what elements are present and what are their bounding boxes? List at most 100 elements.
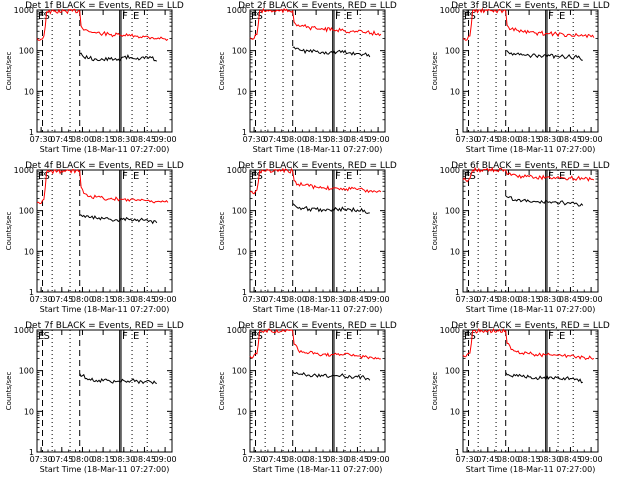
x-tick-label: 07:45 [263, 455, 286, 464]
y-axis-label: Counts/sec [5, 52, 13, 91]
x-tick-label: 08:15 [92, 455, 115, 464]
series-line-events [505, 50, 583, 61]
y-axis-label: Counts/sec [5, 372, 13, 411]
x-tick-label: 07:45 [476, 135, 499, 144]
series-line-events [292, 371, 371, 381]
x-tick-label: 08:00 [71, 135, 94, 144]
series-line-events [79, 214, 158, 225]
x-tick-label: 07:45 [50, 455, 73, 464]
plot-frame [249, 169, 386, 293]
y-tick-label: 1000 [14, 6, 34, 15]
chart-title: Det 8f BLACK = Events, RED = LLD [238, 321, 397, 331]
chart-panel: Det 5f BLACK = Events, RED = LLD 1 10 100 10… [218, 161, 397, 314]
event-marker-label: E [251, 171, 257, 182]
event-marker-label: E [38, 171, 44, 182]
x-tick-label: 07:30 [30, 295, 53, 304]
x-tick-label: 08:45 [346, 455, 369, 464]
x-tick-label: 07:45 [263, 295, 286, 304]
x-tick-label: 07:30 [243, 135, 266, 144]
event-marker-label: E [251, 331, 257, 342]
event-marker-label: E [38, 331, 44, 342]
y-tick-label: 10 [450, 87, 460, 96]
series-line-lld [249, 328, 381, 360]
event-marker-label: F [335, 11, 341, 22]
y-axis-label: Counts/sec [431, 52, 439, 91]
chart-title: Det 1f BLACK = Events, RED = LLD [25, 1, 184, 11]
chart-panel: Det 4f BLACK = Events, RED = LLD 1 10 100 10… [5, 161, 184, 314]
event-marker-label: S [257, 11, 263, 22]
y-tick-label: 100 [445, 367, 460, 376]
y-tick-label: 1 [242, 448, 247, 457]
y-tick-label: 1000 [227, 6, 247, 15]
x-tick-label: 07:30 [456, 455, 479, 464]
x-axis-label: Start Time (18-Mar-11 07:27:00) [466, 305, 596, 314]
y-tick-label: 10 [237, 247, 247, 256]
y-tick-label: 10 [450, 247, 460, 256]
y-tick-label: 100 [232, 47, 247, 56]
chart-panel: Det 2f BLACK = Events, RED = LLD 1 10 100 10… [218, 1, 397, 154]
event-marker-label: F [122, 331, 128, 342]
series-line-events [505, 195, 584, 207]
x-tick-label: 08:00 [497, 295, 520, 304]
event-marker-label: F [548, 171, 554, 182]
x-axis-label: Start Time (18-Mar-11 07:27:00) [253, 465, 383, 474]
chart-title: Det 5f BLACK = Events, RED = LLD [238, 161, 397, 171]
x-tick-label: 08:15 [518, 295, 541, 304]
y-tick-label: 1000 [227, 326, 247, 335]
x-tick-label: 08:30 [325, 455, 348, 464]
chart-panel: Det 7f BLACK = Events, RED = LLD 1 10 100 10… [5, 321, 184, 474]
x-tick-label: 08:45 [133, 135, 156, 144]
y-tick-label: 1 [455, 288, 460, 297]
y-tick-label: 1000 [227, 166, 247, 175]
y-tick-label: 1 [455, 128, 460, 137]
y-tick-label: 10 [24, 407, 34, 416]
event-marker-label: E [464, 11, 470, 22]
x-axis-label: Start Time (18-Mar-11 07:27:00) [40, 145, 170, 154]
x-tick-label: 07:45 [50, 135, 73, 144]
plot-frame [462, 9, 599, 133]
x-tick-label: 09:00 [367, 455, 390, 464]
x-tick-label: 08:00 [284, 295, 307, 304]
event-marker-label: F [122, 171, 128, 182]
series-line-lld [462, 327, 595, 361]
x-tick-label: 09:00 [154, 455, 177, 464]
series-line-events [292, 46, 371, 58]
y-tick-label: 100 [232, 207, 247, 216]
y-tick-label: 100 [19, 367, 34, 376]
event-marker-label: S [470, 171, 476, 182]
x-axis-label: Start Time (18-Mar-11 07:27:00) [466, 145, 596, 154]
y-axis-label: Counts/sec [218, 372, 226, 411]
x-tick-label: 08:15 [92, 295, 115, 304]
x-tick-label: 08:30 [538, 295, 561, 304]
x-tick-label: 07:45 [476, 295, 499, 304]
x-tick-label: 07:30 [456, 135, 479, 144]
event-marker-label: E [38, 11, 44, 22]
x-tick-label: 07:30 [243, 295, 266, 304]
y-tick-label: 100 [19, 47, 34, 56]
event-marker-label: F [548, 11, 554, 22]
event-marker-label: E [346, 171, 352, 182]
series-line-events [79, 373, 158, 385]
event-marker-label: S [44, 11, 50, 22]
series-line-lld [462, 7, 595, 41]
y-tick-label: 100 [232, 367, 247, 376]
plot-frame [462, 169, 599, 293]
chart-title: Det 4f BLACK = Events, RED = LLD [25, 161, 184, 171]
event-marker-label: E [346, 331, 352, 342]
x-tick-label: 07:45 [263, 135, 286, 144]
chart-title: Det 6f BLACK = Events, RED = LLD [451, 161, 610, 171]
x-tick-label: 08:15 [518, 135, 541, 144]
y-tick-label: 1000 [14, 166, 34, 175]
x-tick-label: 08:30 [325, 295, 348, 304]
x-tick-label: 08:30 [112, 295, 135, 304]
x-tick-label: 08:00 [284, 455, 307, 464]
y-tick-label: 1000 [440, 6, 460, 15]
chart-panel: Det 9f BLACK = Events, RED = LLD 1 10 100 10… [431, 321, 610, 474]
event-marker-label: E [133, 11, 139, 22]
event-marker-label: E [464, 171, 470, 182]
event-marker-label: E [559, 11, 565, 22]
x-tick-label: 08:15 [305, 295, 328, 304]
series-line-lld [36, 168, 169, 205]
y-tick-label: 100 [445, 47, 460, 56]
event-marker-label: F [548, 331, 554, 342]
